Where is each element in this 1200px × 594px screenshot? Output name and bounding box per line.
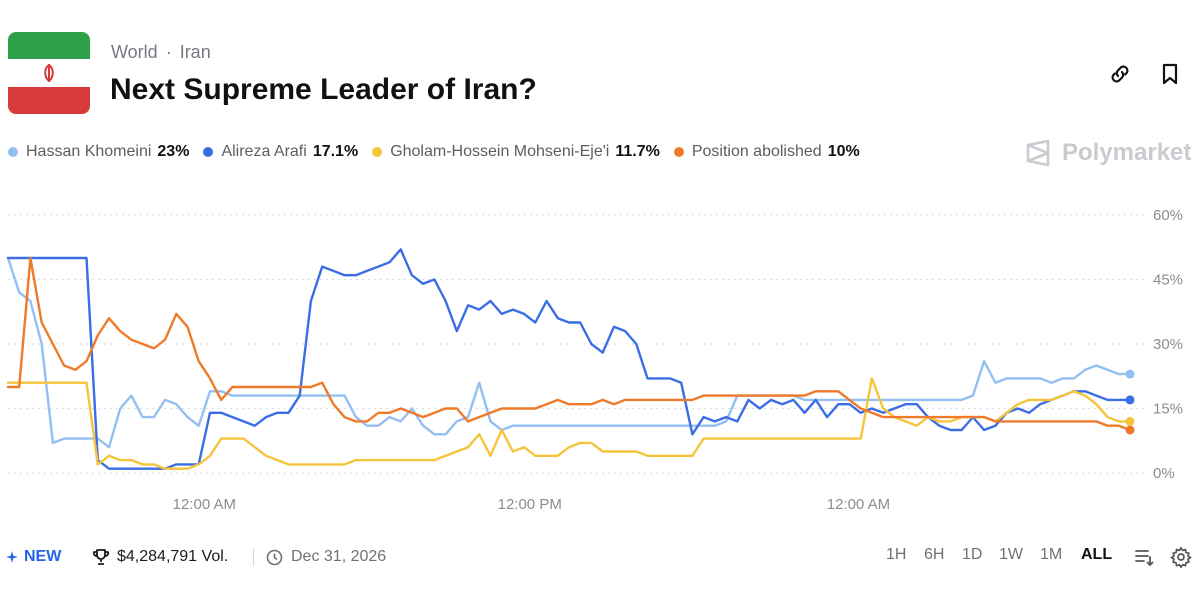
- breadcrumb-separator: ·: [165, 42, 172, 62]
- legend-percent: 23%: [157, 143, 190, 160]
- x-tick-label: 12:00 AM: [173, 496, 236, 513]
- settings-gear-icon[interactable]: [1170, 546, 1192, 568]
- brand-name: Polymarket: [1062, 139, 1192, 166]
- end-date-value: Dec 31, 2026: [291, 548, 387, 565]
- probability-chart[interactable]: 0% 15% 30% 45% 60% 12:00 AM 12:00 PM 12:00 AM: [0, 195, 1200, 525]
- series-end-dot-0: [1125, 369, 1135, 379]
- legend-percent: 11.7%: [615, 143, 660, 160]
- series-line-1[interactable]: [6, 248, 1132, 470]
- y-tick-label: 0%: [1153, 465, 1175, 482]
- legend-percent: 17.1%: [312, 143, 359, 160]
- breadcrumb-category[interactable]: World: [111, 42, 158, 62]
- volume: $4,284,791 Vol.: [92, 546, 228, 568]
- range-1m[interactable]: 1M: [1040, 546, 1063, 563]
- series-line-3[interactable]: [6, 256, 1132, 432]
- iran-flag-icon: [8, 32, 90, 114]
- axis-labels: 0% 15% 30% 45% 60% 12:00 AM 12:00 PM 12:00 AM: [173, 207, 1183, 513]
- legend-name: Hassan Khomeini: [26, 143, 152, 160]
- series-line-2[interactable]: [6, 377, 1132, 470]
- x-tick-label: 12:00 PM: [498, 496, 562, 513]
- series-line-0[interactable]: [6, 256, 1132, 449]
- y-tick-label: 30%: [1153, 336, 1183, 353]
- end-points: [1125, 369, 1135, 435]
- polymarket-logo: Polymarket: [1024, 139, 1191, 167]
- end-date: Dec 31, 2026: [266, 546, 386, 568]
- breadcrumb-subcategory[interactable]: Iran: [179, 42, 211, 62]
- range-1d[interactable]: 1D: [962, 546, 983, 563]
- range-all[interactable]: ALL: [1081, 546, 1113, 563]
- legend-name: Gholam-Hossein Mohseni-Eje'i: [390, 143, 610, 160]
- y-tick-label: 15%: [1153, 401, 1183, 418]
- footer-divider: [253, 548, 254, 566]
- breadcrumb: World · Iran: [111, 42, 211, 63]
- footer: NEW $4,284,791 Vol. Dec 31, 2026 1H 6H 1…: [0, 546, 1200, 570]
- legend-item-alireza-arafi[interactable]: Alireza Arafi 17.1%: [203, 143, 358, 161]
- y-tick-label: 45%: [1153, 272, 1183, 289]
- trophy-icon: [92, 549, 110, 565]
- clock-icon: [266, 549, 283, 565]
- legend-item-position-abolished[interactable]: Position abolished 10%: [673, 143, 860, 161]
- legend-dot: [372, 147, 383, 157]
- legend-dot: [673, 147, 684, 157]
- x-tick-label: 12:00 AM: [827, 496, 890, 513]
- legend: Hassan Khomeini 23% Alireza Arafi 17.1% …: [8, 143, 874, 161]
- polymarket-logo-icon: [1026, 139, 1050, 167]
- series-lines: [6, 248, 1132, 470]
- sparkle-icon: [6, 551, 18, 563]
- filter-lines-icon[interactable]: [1133, 546, 1155, 568]
- range-1w[interactable]: 1W: [999, 546, 1023, 563]
- page-title: Next Supreme Leader of Iran?: [110, 73, 537, 106]
- series-end-dot-3: [1125, 425, 1135, 435]
- legend-name: Position abolished: [691, 143, 822, 160]
- legend-item-mohseni-ejei[interactable]: Gholam-Hossein Mohseni-Eje'i 11.7%: [372, 143, 660, 161]
- new-label: NEW: [24, 548, 62, 565]
- volume-value: $4,284,791 Vol.: [117, 548, 229, 565]
- legend-percent: 10%: [827, 143, 860, 160]
- link-icon[interactable]: [1108, 62, 1132, 86]
- range-6h[interactable]: 6H: [924, 546, 945, 563]
- legend-dot: [203, 147, 214, 157]
- range-1h[interactable]: 1H: [886, 546, 907, 563]
- grid-lines: [8, 214, 1145, 474]
- series-end-dot-2: [1125, 416, 1135, 426]
- legend-dot: [8, 147, 18, 157]
- legend-name: Alireza Arafi: [221, 143, 307, 160]
- series-end-dot-1: [1125, 395, 1135, 405]
- new-badge: NEW: [6, 546, 61, 568]
- y-tick-label: 60%: [1153, 207, 1183, 224]
- legend-item-hassan-khomeini[interactable]: Hassan Khomeini 23%: [8, 143, 189, 161]
- bookmark-icon[interactable]: [1158, 62, 1182, 86]
